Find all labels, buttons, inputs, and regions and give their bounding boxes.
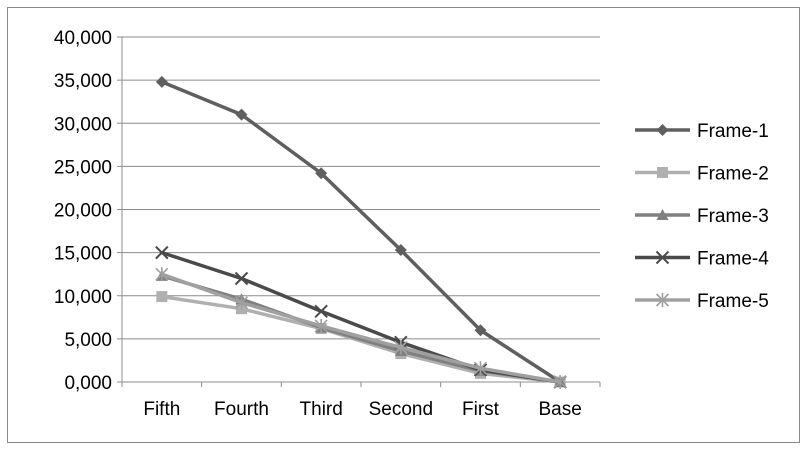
x-tick-label: Third xyxy=(300,399,343,420)
marker-diamond xyxy=(474,324,487,337)
legend-label: Frame-2 xyxy=(697,164,769,185)
marker-x-stroke xyxy=(155,245,169,260)
series-group xyxy=(155,75,567,389)
legend-item-frame-1: Frame-1 xyxy=(635,121,769,142)
legend-label: Frame-5 xyxy=(697,291,769,312)
x-tick-label: Fourth xyxy=(214,399,269,420)
marker-diamond xyxy=(315,167,328,180)
series-line-frame-4 xyxy=(161,250,561,384)
series-frame-4 xyxy=(155,245,567,389)
marker-triangle xyxy=(656,209,669,220)
y-tick-label: 35,000 xyxy=(54,71,112,92)
marker-diamond xyxy=(394,244,407,257)
marker-x xyxy=(155,245,169,260)
y-tick-label: 30,000 xyxy=(54,114,112,135)
series-frame-5 xyxy=(155,267,567,389)
marker-x xyxy=(314,304,328,318)
legend-item-frame-2: Frame-2 xyxy=(635,164,769,185)
marker-x xyxy=(234,271,249,286)
x-tick-label: Fifth xyxy=(143,399,180,420)
legend-label: Frame-1 xyxy=(697,121,769,142)
series-line-frame-1 xyxy=(161,80,562,384)
legend-item-frame-4: Frame-4 xyxy=(635,249,769,270)
x-tick-label: Base xyxy=(539,399,582,420)
legend-item-frame-3: Frame-3 xyxy=(635,206,769,227)
legend-item-frame-5: Frame-5 xyxy=(635,291,769,312)
legend-label: Frame-3 xyxy=(697,206,769,227)
y-tick-label: 20,000 xyxy=(54,201,112,222)
marker-asterisk xyxy=(553,375,567,389)
legend: Frame-1 Frame-2 Frame-3 Frame-4 Frame-5 xyxy=(635,121,769,312)
marker-diamond xyxy=(155,75,168,88)
y-tick-label: 15,000 xyxy=(54,244,112,265)
marker-x-stroke xyxy=(655,250,670,265)
marker-asterisk xyxy=(234,295,249,310)
marker-x-stroke xyxy=(314,304,328,318)
marker-x xyxy=(655,250,670,265)
marker-asterisk xyxy=(394,340,408,355)
y-tick-label: 5,000 xyxy=(64,330,112,351)
marker-x-stroke xyxy=(234,271,249,286)
marker-square xyxy=(657,167,668,178)
marker-asterisk xyxy=(314,318,328,333)
series-line-frame-5 xyxy=(161,272,561,384)
x-tick-labels: Fifth Fourth Third Second First Base xyxy=(143,399,581,420)
marker-diamond xyxy=(656,124,669,136)
y-tick-label: 0,000 xyxy=(64,373,112,394)
marker-asterisk xyxy=(155,267,169,282)
y-tick-label: 25,000 xyxy=(54,157,112,178)
marker-asterisk xyxy=(473,361,488,376)
x-tick-label: Second xyxy=(369,399,433,420)
gridlines xyxy=(122,36,600,340)
legend-label: Frame-4 xyxy=(697,249,769,270)
x-tick-label: First xyxy=(462,399,500,420)
axes xyxy=(117,36,601,387)
marker-asterisk xyxy=(655,293,670,307)
marker-diamond xyxy=(235,108,248,121)
y-tick-label: 40,000 xyxy=(54,28,112,49)
y-tick-labels: 0,000 5,000 10,000 15,000 20,000 25,000 30,000… xyxy=(54,28,112,394)
series-line-frame-3 xyxy=(161,274,561,384)
marker-square xyxy=(156,291,168,303)
y-tick-label: 10,000 xyxy=(54,287,112,308)
